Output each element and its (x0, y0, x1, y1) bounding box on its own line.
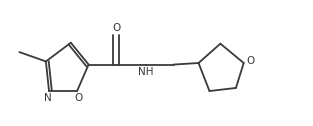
Text: N: N (44, 93, 52, 103)
Text: O: O (112, 23, 120, 33)
Text: O: O (74, 93, 83, 103)
Text: NH: NH (138, 67, 154, 77)
Text: O: O (246, 56, 255, 66)
